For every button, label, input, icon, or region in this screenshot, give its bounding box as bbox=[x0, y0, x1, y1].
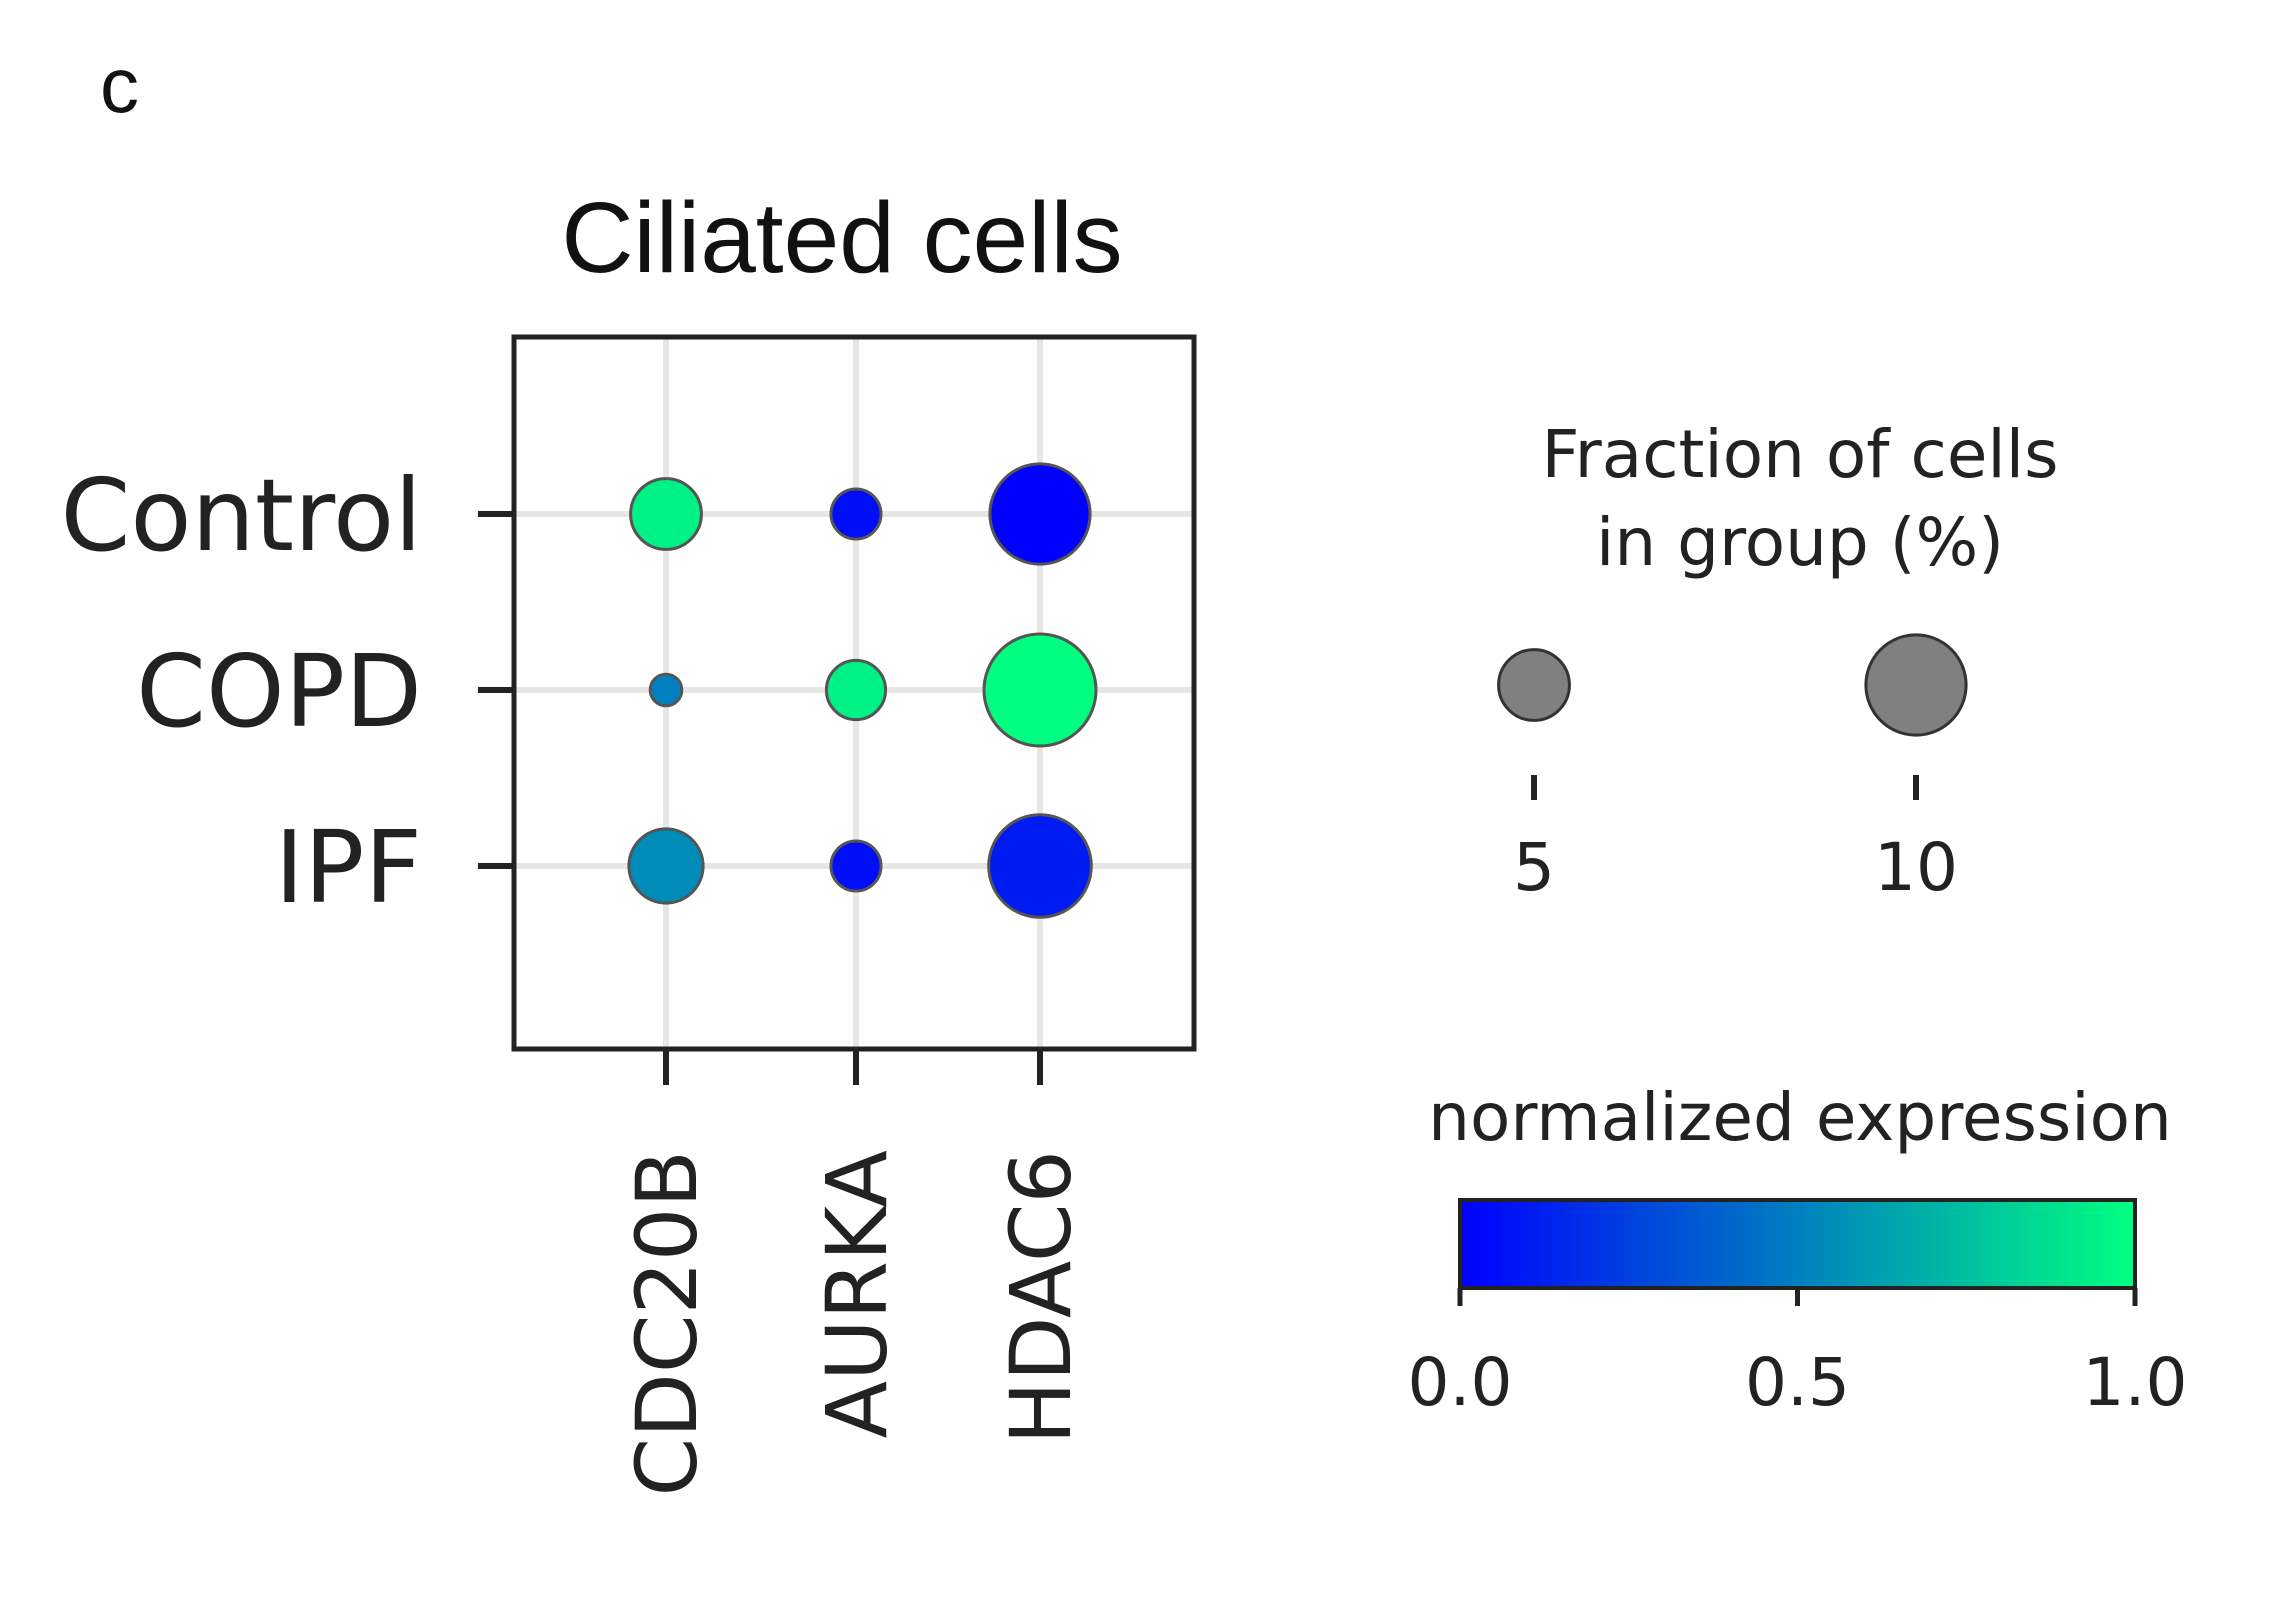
size-legend-title-line2: in group (%) bbox=[1596, 504, 2004, 581]
dot-control-cdc20b bbox=[629, 477, 703, 551]
dots-layer bbox=[627, 462, 1098, 919]
panel-label: c bbox=[100, 41, 139, 129]
row-label-ipf: IPF bbox=[275, 809, 422, 926]
dot-control-aurka bbox=[829, 487, 883, 541]
column-label-hdac6: HDAC6 bbox=[992, 1150, 1090, 1444]
size-legend: 5 10 bbox=[1497, 633, 1968, 906]
colorbar-ticks: 0.0 0.5 1.0 bbox=[1408, 1288, 2188, 1421]
size-legend-dot-5 bbox=[1497, 648, 1571, 722]
dot-ipf-hdac6 bbox=[987, 813, 1093, 919]
size-legend-dot-10 bbox=[1864, 633, 1968, 737]
dot-copd-hdac6 bbox=[982, 632, 1098, 748]
colorbar-tick-label: 0.5 bbox=[1745, 1344, 1850, 1421]
colorbar-tick-label: 1.0 bbox=[2083, 1344, 2188, 1421]
dot-ipf-aurka bbox=[829, 839, 883, 893]
size-legend-label-10: 10 bbox=[1874, 829, 1958, 906]
size-legend-label-5: 5 bbox=[1513, 829, 1555, 906]
dot-copd-aurka bbox=[824, 658, 888, 722]
colorbar-tick-label: 0.0 bbox=[1408, 1344, 1513, 1421]
colorbar bbox=[1458, 1198, 2137, 1290]
column-label-cdc20b: CDC20B bbox=[618, 1150, 716, 1497]
column-labels: CDC20B AURKA HDAC6 bbox=[618, 1049, 1090, 1497]
dot-copd-cdc20b bbox=[648, 672, 684, 708]
column-label-aurka: AURKA bbox=[808, 1150, 906, 1438]
row-label-control: Control bbox=[61, 457, 422, 574]
dot-control-hdac6 bbox=[988, 462, 1092, 566]
color-legend-title: normalized expression bbox=[1428, 1079, 2172, 1156]
row-label-copd: COPD bbox=[136, 633, 422, 750]
chart-title: Ciliated cells bbox=[561, 182, 1122, 294]
row-labels: Control COPD IPF bbox=[61, 457, 514, 926]
size-legend-title-line1: Fraction of cells bbox=[1542, 416, 2059, 493]
dot-ipf-cdc20b bbox=[627, 827, 705, 905]
